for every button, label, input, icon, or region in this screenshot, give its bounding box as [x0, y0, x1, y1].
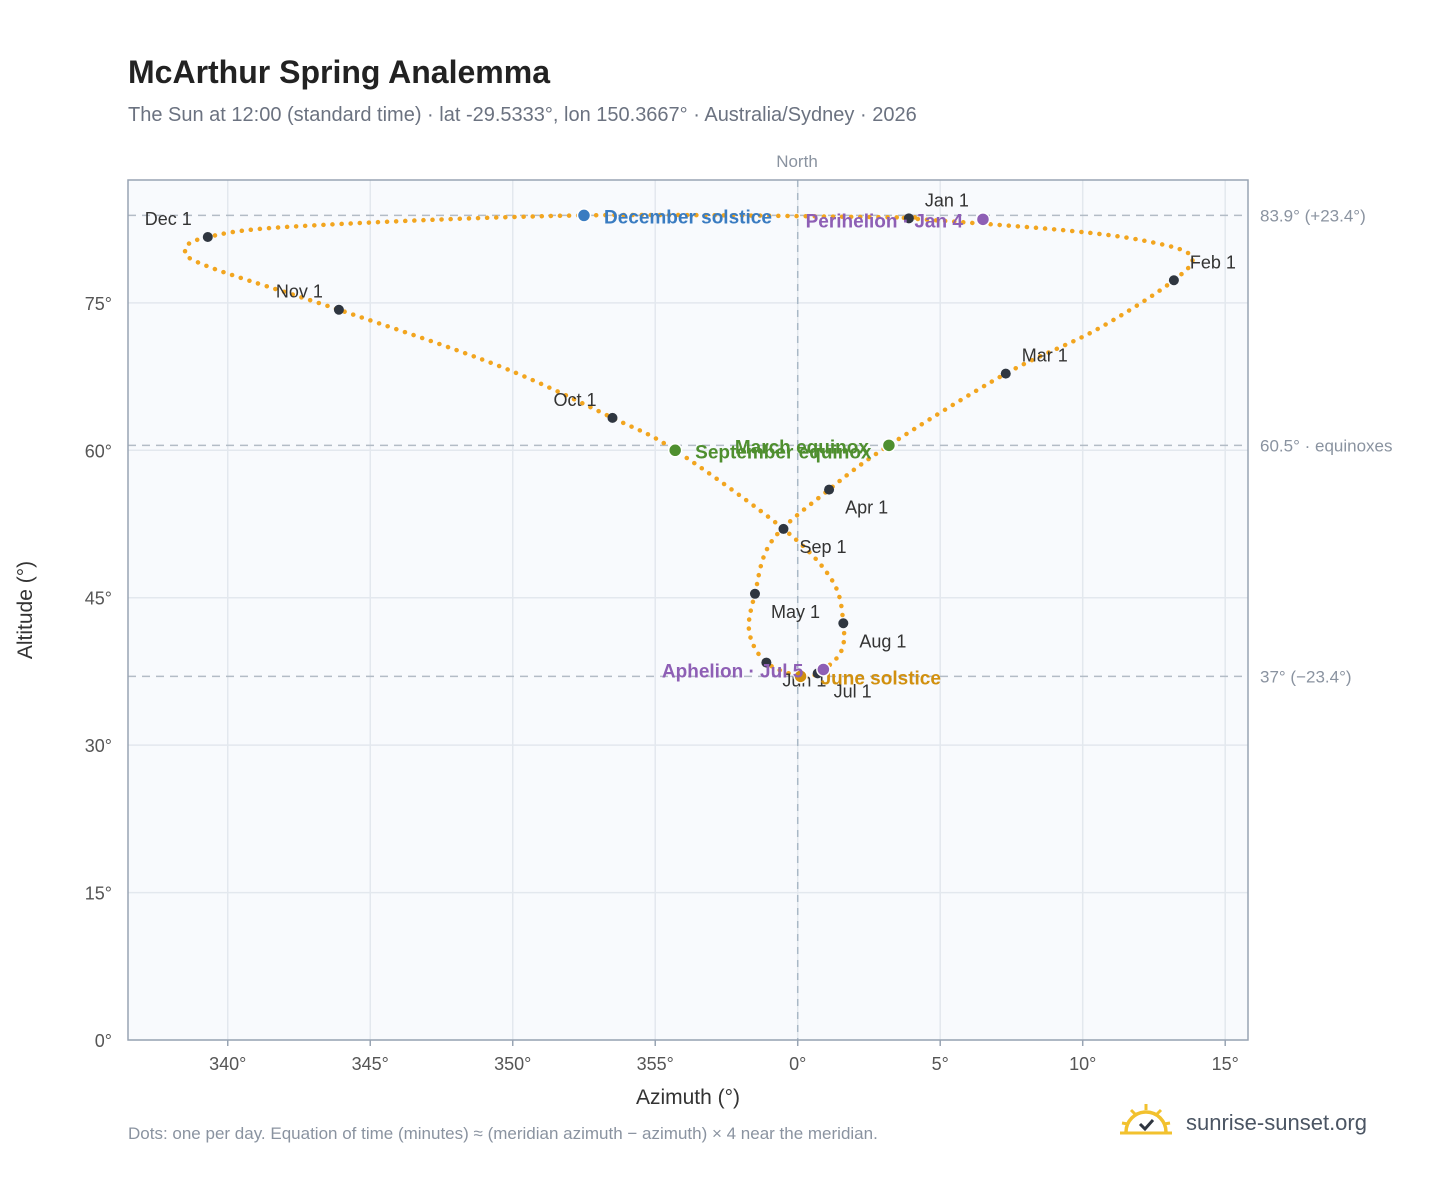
event-label: June solstice [821, 668, 941, 689]
y-tick-label: 30° [85, 736, 112, 756]
month-marker [903, 213, 914, 224]
month-marker [333, 304, 344, 315]
event-marker [793, 669, 808, 684]
month-marker-label: Apr 1 [845, 498, 888, 518]
brand-name: sunrise-sunset.org [1186, 1109, 1367, 1135]
x-tick-label: 5° [932, 1054, 949, 1074]
month-marker [1000, 368, 1011, 379]
x-tick-label: 340° [209, 1054, 246, 1074]
month-marker [1168, 275, 1179, 286]
month-marker-label: Aug 1 [859, 631, 906, 651]
month-marker [202, 232, 213, 243]
x-tick-label: 15° [1212, 1054, 1239, 1074]
sun-logo-icon [1120, 1102, 1172, 1143]
month-marker-label: Mar 1 [1022, 346, 1068, 366]
month-marker-label: Oct 1 [553, 390, 596, 410]
y-tick-label: 60° [85, 441, 112, 461]
y-tick-label: 15° [85, 884, 112, 904]
month-marker-label: May 1 [771, 602, 820, 622]
reference-line-label: 60.5° · equinoxes [1260, 436, 1393, 455]
event-marker [975, 212, 991, 227]
month-marker-label: Jul 1 [834, 681, 872, 701]
event-label: December solstice [604, 207, 772, 228]
reference-line-label: 83.9° (+23.4°) [1260, 206, 1366, 225]
x-axis-title: Azimuth (°) [636, 1086, 740, 1109]
x-tick-label: 10° [1069, 1054, 1096, 1074]
y-tick-label: 45° [85, 589, 112, 609]
month-marker [778, 523, 789, 534]
x-tick-label: 345° [352, 1054, 389, 1074]
event-label: March equinox [735, 437, 870, 458]
month-marker-label: Jan 1 [925, 190, 969, 210]
month-marker-label: Dec 1 [145, 209, 192, 229]
axis-ticks: 340° 345° 350° 355° 0° 5° 10° 15° 0° 15° 30° 45° 60°… [85, 294, 1239, 1074]
brand-logo[interactable]: sunrise-sunset.org [1120, 1102, 1367, 1143]
x-tick-label: 350° [494, 1054, 531, 1074]
chart-subtitle: The Sun at 12:00 (standard time) · lat -… [128, 104, 917, 126]
month-marker [824, 484, 835, 495]
footnote: Dots: one per day. Equation of time (min… [128, 1124, 878, 1143]
reference-line-label: 37° (−23.4°) [1260, 667, 1352, 686]
x-tick-label: 0° [789, 1054, 806, 1074]
event-label: Aphelion · Jul 5 [662, 661, 804, 682]
month-marker-label: Feb 1 [1190, 252, 1236, 272]
month-marker-label: Sep 1 [799, 537, 846, 557]
month-marker [749, 588, 760, 599]
y-tick-label: 0° [95, 1031, 112, 1051]
north-label: North [776, 152, 818, 171]
event-markers: December solstice Perihelion · Jan 4 March… [576, 207, 991, 689]
chart-title: McArthur Spring Analemma [128, 54, 550, 90]
event-marker [576, 208, 592, 223]
event-label: September equinox [695, 442, 872, 463]
reference-lines: 83.9° (+23.4°) 60.5° · equinoxes 37° (−23.… [128, 206, 1393, 686]
event-marker [816, 662, 831, 677]
event-marker [667, 443, 683, 458]
event-marker [881, 438, 897, 453]
x-tick-label: 355° [637, 1054, 674, 1074]
month-marker [761, 657, 772, 668]
month-marker [607, 412, 618, 423]
month-marker [838, 618, 849, 629]
plot-area [128, 180, 1248, 1040]
plot-frame [127, 179, 1249, 1041]
event-label: Perihelion · Jan 4 [806, 211, 964, 232]
y-axis-title: Altitude (°) [14, 561, 37, 659]
month-marker-label: Nov 1 [276, 282, 323, 302]
y-tick-label: 75° [85, 294, 112, 314]
